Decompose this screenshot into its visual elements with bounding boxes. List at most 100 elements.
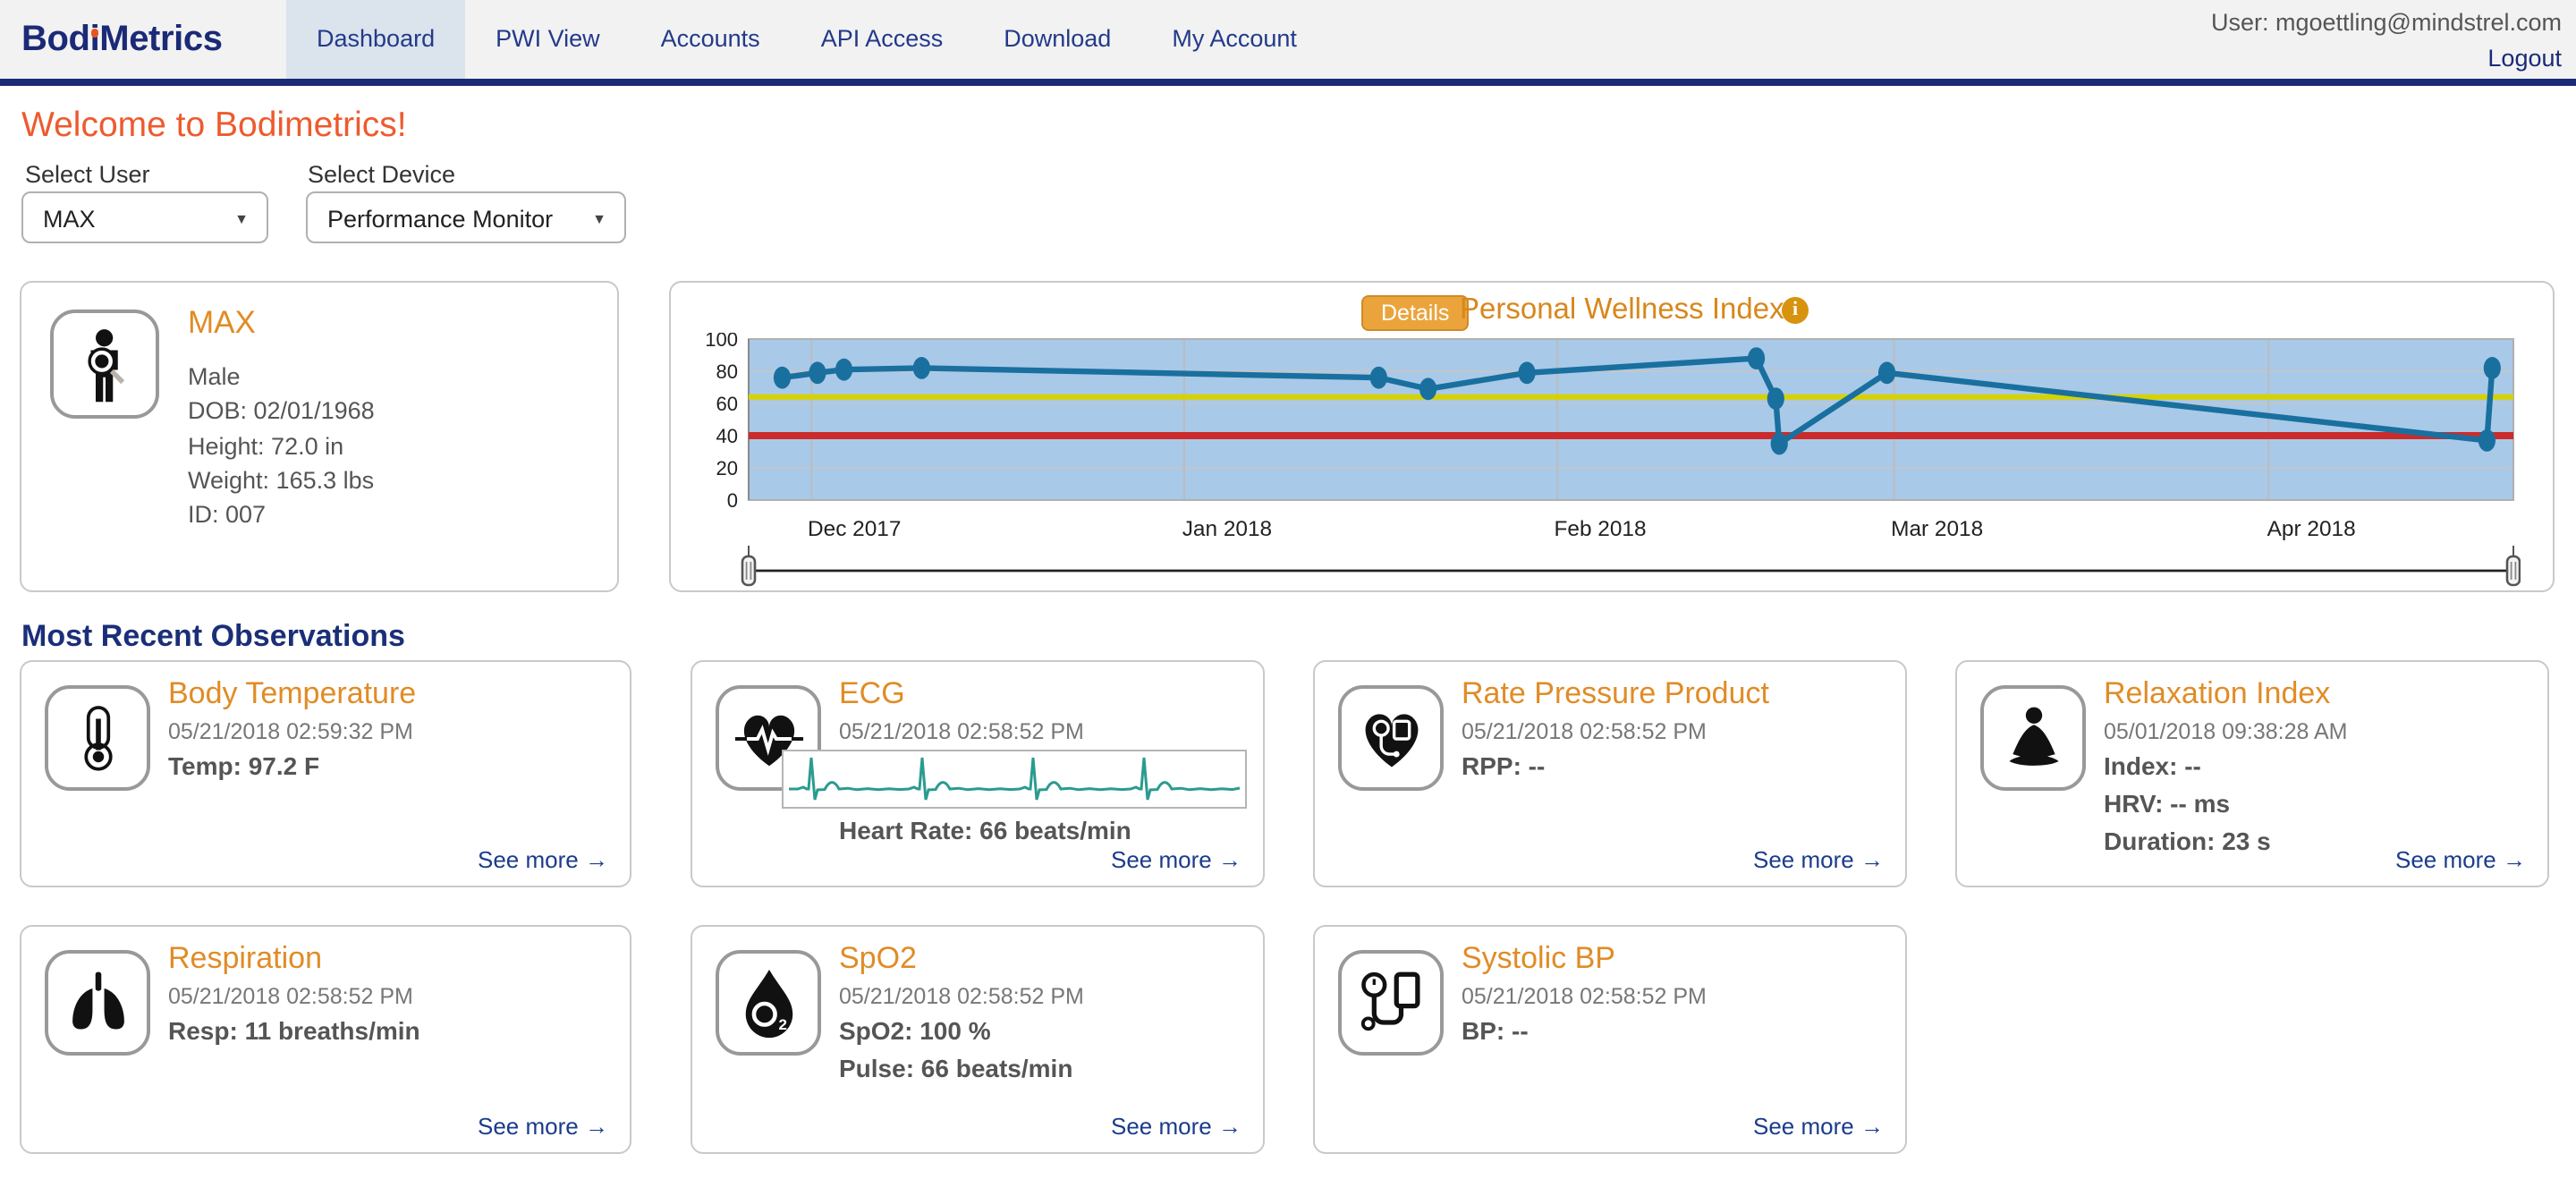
y-tick-label: 80 (716, 360, 738, 383)
see-more-label: See more (1111, 1113, 1212, 1140)
data-point (1748, 347, 1765, 369)
personal-wellness-index-card: Details Personal Wellness Index i 020406… (669, 281, 2555, 592)
observation-title: Relaxation Index (2104, 676, 2330, 712)
nav-item-api-access[interactable]: API Access (791, 0, 974, 79)
nav-item-pwi-view[interactable]: PWI View (465, 0, 631, 79)
bodimetrics-logo[interactable]: BodiMetrics (21, 0, 223, 79)
device-select[interactable]: Performance Monitor ▼ (306, 191, 626, 243)
patient-profile-card: MAX Male DOB: 02/01/1968 Height: 72.0 in… (20, 281, 619, 592)
observation-value: HRV: -- ms (2104, 785, 2271, 823)
patient-sex: Male (188, 360, 375, 394)
arrow-right-icon: → (2503, 846, 2526, 873)
observation-card-ecg: ECG 05/21/2018 02:58:52 PM Heart Rate: 6… (691, 660, 1265, 887)
user-select-value: MAX (43, 206, 96, 233)
observation-timestamp: 05/01/2018 09:38:28 AM (2104, 718, 2347, 743)
observation-timestamp: 05/21/2018 02:58:52 PM (168, 983, 413, 1008)
see-more-link[interactable]: See more → (1753, 846, 1884, 873)
observation-title: Systolic BP (1462, 941, 1615, 977)
pwi-line-chart[interactable]: 020406080100Dec 2017Jan 2018Feb 2018Mar … (703, 333, 2521, 590)
nav-item-dashboard[interactable]: Dashboard (286, 0, 465, 79)
data-point (1419, 377, 1436, 400)
observation-value: BP: -- (1462, 1013, 1529, 1050)
observation-value: Resp: 11 breaths/min (168, 1013, 420, 1050)
relaxation-icon (1996, 700, 2071, 776)
data-point (1370, 367, 1387, 389)
select-user-label: Select User (25, 161, 150, 188)
observation-title: Rate Pressure Product (1462, 676, 1769, 712)
plot-area (749, 339, 2513, 500)
data-point (1878, 361, 1895, 384)
data-point (2484, 357, 2501, 379)
x-tick-label: Apr 2018 (2267, 517, 2356, 541)
logout-link[interactable]: Logout (2211, 40, 2562, 75)
user-session-block: User: mgoettling@mindstrel.com Logout (2211, 5, 2562, 75)
observation-icon-box (1338, 685, 1444, 791)
user-select[interactable]: MAX ▼ (21, 191, 268, 243)
arrow-right-icon: → (1860, 846, 1884, 873)
person-icon (65, 325, 144, 403)
see-more-link[interactable]: See more → (1111, 846, 1241, 873)
see-more-link[interactable]: See more → (2395, 846, 2526, 873)
systolic-icon (1353, 965, 1428, 1040)
range-slider-left-handle[interactable] (742, 546, 755, 585)
x-tick-label: Mar 2018 (1891, 517, 1983, 541)
data-point (1771, 433, 1788, 455)
select-device-label: Select Device (308, 161, 455, 188)
see-more-label: See more (1753, 846, 1854, 873)
arrow-right-icon: → (585, 846, 608, 873)
arrow-right-icon: → (585, 1113, 608, 1140)
device-select-value: Performance Monitor (327, 206, 553, 233)
patient-details: Male DOB: 02/01/1968 Height: 72.0 in Wei… (188, 360, 375, 532)
observation-card-relaxation-index: Relaxation Index 05/01/2018 09:38:28 AM … (1955, 660, 2549, 887)
ecg-trace (789, 758, 1240, 800)
see-more-link[interactable]: See more → (478, 1113, 608, 1140)
lungs-icon (60, 965, 135, 1040)
observation-card-systolic-bp: Systolic BP 05/21/2018 02:58:52 PM BP: -… (1313, 925, 1907, 1154)
logged-in-user: User: mgoettling@mindstrel.com (2211, 5, 2562, 40)
range-slider-right-handle[interactable] (2507, 546, 2520, 585)
see-more-link[interactable]: See more → (478, 846, 608, 873)
data-point (1518, 361, 1535, 384)
thermometer-icon (62, 702, 133, 774)
x-tick-label: Jan 2018 (1182, 517, 1272, 541)
see-more-link[interactable]: See more → (1111, 1113, 1241, 1140)
observation-value: Duration: 23 s (2104, 823, 2271, 861)
observation-icon-box (45, 950, 150, 1056)
observation-icon-box (1338, 950, 1444, 1056)
data-point (835, 359, 852, 381)
observation-value: Temp: 97.2 F (168, 748, 319, 785)
see-more-label: See more (478, 846, 579, 873)
details-button[interactable]: Details (1361, 295, 1469, 331)
bodimetrics-dashboard: BodiMetrics Dashboard PWI View Accounts … (0, 0, 2576, 1179)
observation-title: Body Temperature (168, 676, 416, 712)
observation-card-spo2: SpO2 05/21/2018 02:58:52 PM SpO2: 100 % … (691, 925, 1265, 1154)
patient-weight: Weight: 165.3 lbs (188, 463, 375, 498)
y-tick-label: 20 (716, 457, 738, 479)
observation-card-rate-pressure-product: Rate Pressure Product 05/21/2018 02:58:5… (1313, 660, 1907, 887)
patient-id: ID: 007 (188, 497, 375, 532)
observation-title: Respiration (168, 941, 322, 977)
y-tick-label: 60 (716, 393, 738, 415)
arrow-right-icon: → (1860, 1113, 1884, 1140)
data-point (913, 357, 930, 379)
observation-card-respiration: Respiration 05/21/2018 02:58:52 PM Resp:… (20, 925, 631, 1154)
nav-item-my-account[interactable]: My Account (1141, 0, 1327, 79)
observation-value: Pulse: 66 beats/min (839, 1050, 1072, 1088)
x-tick-label: Dec 2017 (808, 517, 901, 541)
y-tick-label: 0 (727, 489, 738, 512)
nav-item-accounts[interactable]: Accounts (631, 0, 791, 79)
observation-title: SpO2 (839, 941, 917, 977)
chevron-down-icon: ▼ (234, 193, 249, 245)
observation-timestamp: 05/21/2018 02:58:52 PM (839, 718, 1084, 743)
see-more-link[interactable]: See more → (1753, 1113, 1884, 1140)
data-point (809, 361, 826, 384)
observation-icon-box (716, 950, 821, 1056)
data-point (774, 367, 791, 389)
observation-timestamp: 05/21/2018 02:58:52 PM (1462, 983, 1707, 1008)
logo-i-orange-dot: i (90, 20, 100, 59)
observation-title: ECG (839, 676, 905, 712)
nav-item-download[interactable]: Download (973, 0, 1141, 79)
patient-name: MAX (188, 304, 256, 342)
info-icon[interactable]: i (1782, 297, 1809, 324)
ecg-waveform (782, 750, 1247, 809)
